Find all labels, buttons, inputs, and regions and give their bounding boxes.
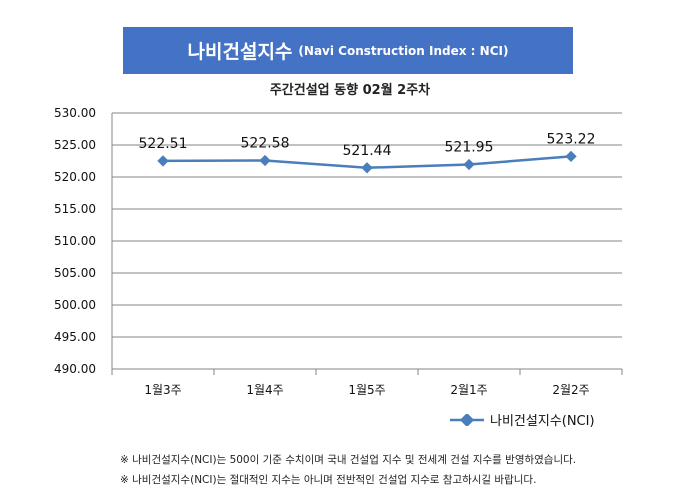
y-tick-label: 505.00 [54, 266, 96, 280]
footnote: ※ 나비건설지수(NCI)는 500이 기준 수치이며 국내 건설업 지수 및 … [120, 454, 577, 466]
x-tick-label: 1월5주 [348, 383, 385, 397]
legend-marker-icon [450, 413, 484, 426]
data-point [259, 154, 271, 167]
x-tick-label: 2월2주 [552, 383, 589, 397]
title-banner: 나비건설지수 (Navi Construction Index : NCI) [123, 27, 573, 74]
data-label: 521.95 [445, 140, 494, 156]
y-tick-label: 515.00 [54, 202, 96, 216]
data-label: 522.51 [139, 136, 188, 152]
data-point [361, 162, 373, 174]
data-point [157, 155, 169, 167]
data-point [463, 158, 475, 171]
x-tick-label: 1월4주 [246, 383, 283, 397]
y-tick-label: 530.00 [54, 106, 96, 120]
legend: 나비건설지수(NCI) [450, 410, 595, 429]
x-tick-label: 2월1주 [450, 383, 487, 397]
data-point [565, 150, 577, 163]
legend-label: 나비건설지수(NCI) [490, 414, 595, 429]
banner-subtitle: (Navi Construction Index : NCI) [298, 43, 509, 58]
x-tick-label: 1월3주 [144, 383, 181, 397]
y-tick-label: 495.00 [54, 330, 96, 344]
banner-title: 나비건설지수 [187, 41, 293, 63]
data-label: 521.44 [343, 143, 392, 159]
footnote: ※ 나비건설지수(NCI)는 절대적인 지수는 아니며 전반적인 건설업 지수로… [120, 474, 537, 486]
y-tick-label: 510.00 [54, 234, 96, 248]
footnotes: ※ 나비건설지수(NCI)는 500이 기준 수치이며 국내 건설업 지수 및 … [120, 450, 576, 490]
data-label: 522.58 [241, 135, 290, 151]
chart-title: 주간건설업 동향 02월 2주차 [269, 83, 431, 98]
y-tick-label: 520.00 [54, 170, 96, 184]
data-label: 523.22 [547, 131, 596, 147]
y-tick-label: 525.00 [54, 138, 96, 152]
y-tick-label: 490.00 [54, 362, 96, 376]
y-tick-label: 500.00 [54, 298, 96, 312]
